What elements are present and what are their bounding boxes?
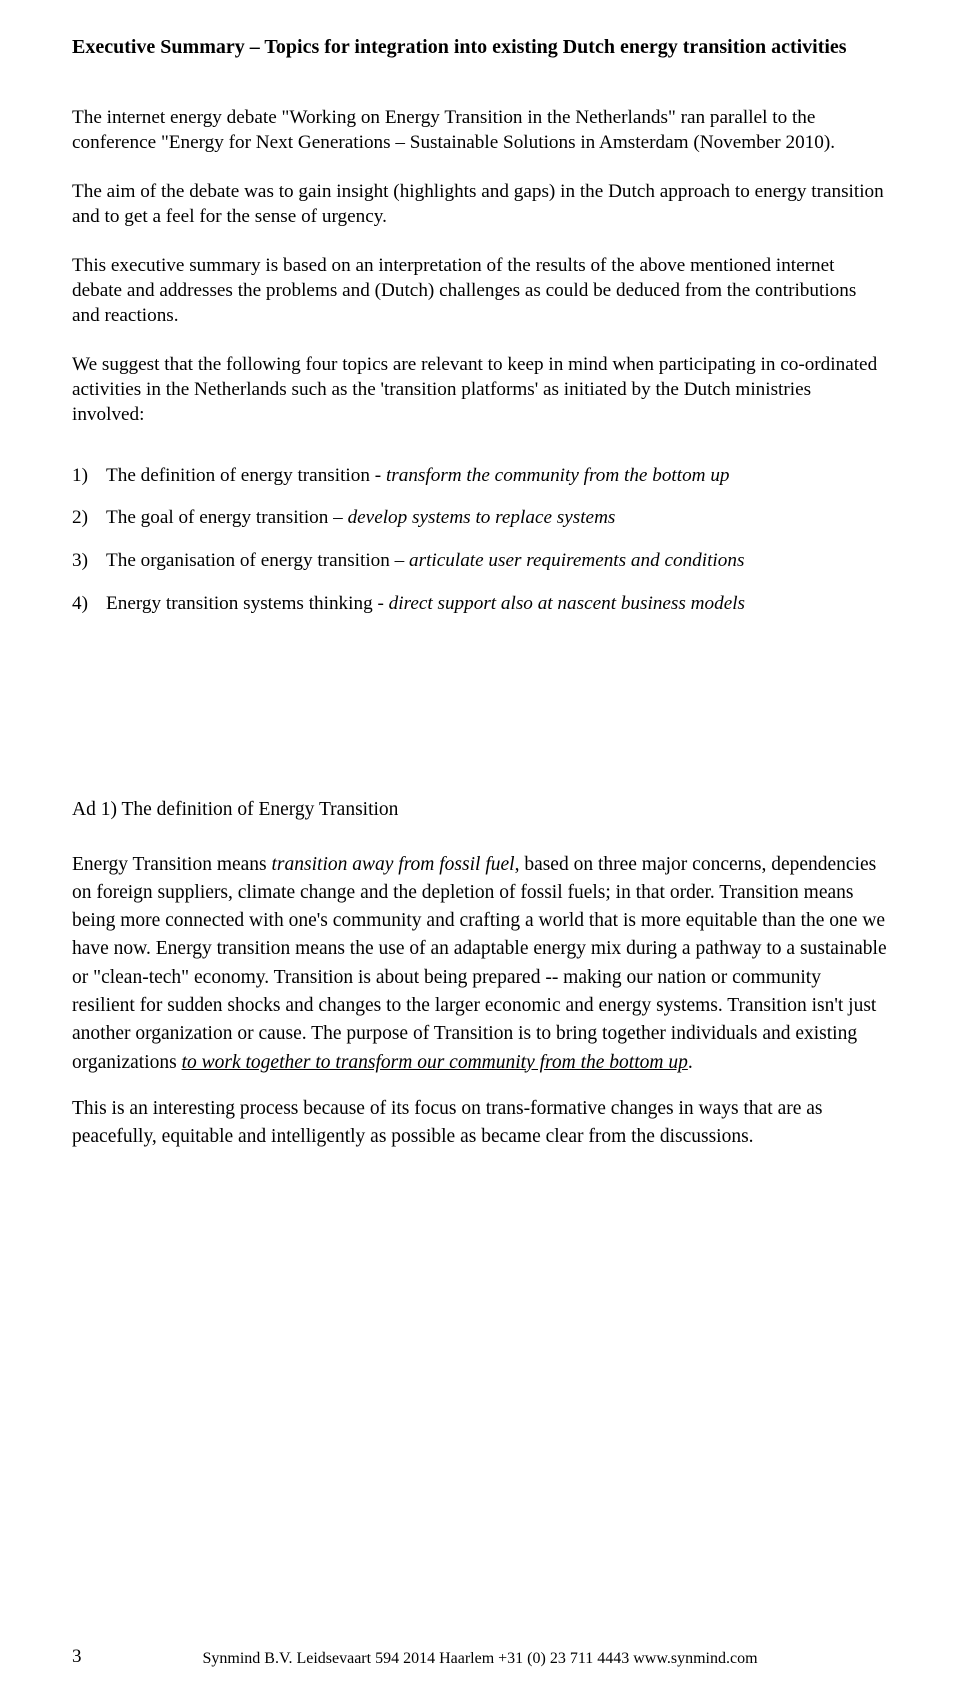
intro-paragraph-3: This executive summary is based on an in…: [72, 254, 888, 329]
topic-text: Energy transition systems thinking - dir…: [106, 592, 888, 617]
topic-plain: Energy transition systems thinking -: [106, 593, 389, 614]
ad1-mid: , based on three major concerns, depende…: [72, 854, 887, 1073]
topics-list: 1) The definition of energy transition -…: [72, 464, 888, 618]
topic-plain: The definition of energy transition -: [106, 465, 386, 486]
topic-number: 1): [72, 464, 106, 489]
topic-number: 3): [72, 549, 106, 574]
topic-italic: direct support also at nascent business …: [389, 593, 745, 614]
page-number: 3: [72, 1645, 82, 1670]
footer-text: Synmind B.V. Leidsevaart 594 2014 Haarle…: [202, 1650, 757, 1667]
topic-italic: develop systems to replace systems: [348, 507, 616, 528]
topic-text: The goal of energy transition – develop …: [106, 506, 888, 531]
topic-plain: The organisation of energy transition –: [106, 550, 409, 571]
topic-item-4: 4) Energy transition systems thinking - …: [72, 592, 888, 617]
ad1-italic-1: transition away from fossil fuel: [272, 854, 515, 875]
topic-text: The definition of energy transition - tr…: [106, 464, 888, 489]
topic-number: 4): [72, 592, 106, 617]
document-page: Executive Summary – Topics for integrati…: [0, 0, 960, 1686]
ad1-lead: Energy Transition means: [72, 854, 272, 875]
intro-paragraph-1: The internet energy debate "Working on E…: [72, 106, 888, 156]
topic-text: The organisation of energy transition – …: [106, 549, 888, 574]
ad1-paragraph-2: This is an interesting process because o…: [72, 1095, 888, 1152]
topic-item-3: 3) The organisation of energy transition…: [72, 549, 888, 574]
ad1-tail: .: [688, 1052, 693, 1073]
topic-item-2: 2) The goal of energy transition – devel…: [72, 506, 888, 531]
topic-italic: transform the community from the bottom …: [386, 465, 730, 486]
ad1-underline-italic: to work together to transform our commun…: [182, 1052, 688, 1073]
topic-number: 2): [72, 506, 106, 531]
ad1-heading: Ad 1) The definition of Energy Transitio…: [72, 797, 888, 822]
intro-paragraph-2: The aim of the debate was to gain insigh…: [72, 180, 888, 230]
ad1-paragraph-1: Energy Transition means transition away …: [72, 851, 888, 1077]
intro-paragraph-4: We suggest that the following four topic…: [72, 353, 888, 428]
page-footer: 3 Synmind B.V. Leidsevaart 594 2014 Haar…: [0, 1649, 960, 1670]
ad1-section: Ad 1) The definition of Energy Transitio…: [72, 797, 888, 1151]
topic-item-1: 1) The definition of energy transition -…: [72, 464, 888, 489]
topic-italic: articulate user requirements and conditi…: [409, 550, 744, 571]
topic-plain: The goal of energy transition –: [106, 507, 348, 528]
page-title: Executive Summary – Topics for integrati…: [72, 34, 888, 60]
